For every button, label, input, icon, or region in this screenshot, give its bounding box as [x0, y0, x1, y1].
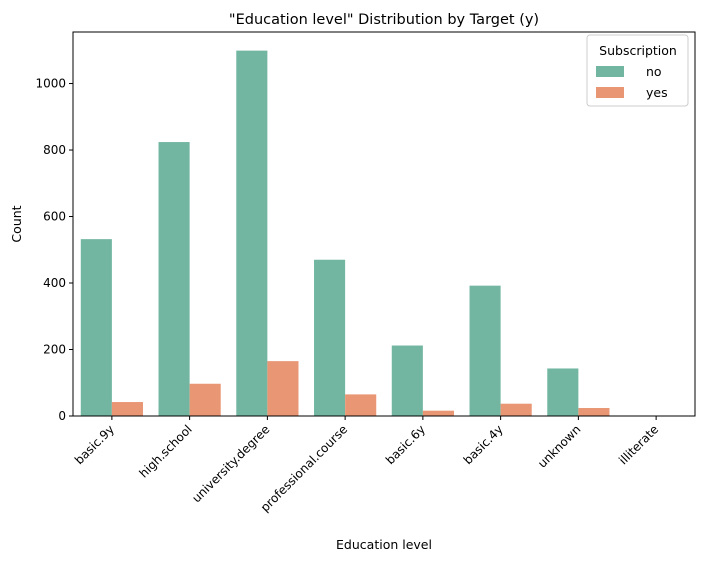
bar-yes-unknown — [578, 408, 610, 416]
bar-yes-basic-9y — [111, 402, 143, 416]
y-ticks: 0 200 400 600 800 1000 — [35, 77, 73, 423]
legend-items: no yes — [596, 64, 668, 100]
y-tick-label: 800 — [43, 143, 66, 157]
bar-yes-high-school — [189, 383, 221, 416]
bar-no-basic-9y — [80, 239, 112, 416]
bars — [80, 50, 657, 417]
legend-label-yes: yes — [646, 85, 668, 100]
bar-yes-basic-4y — [500, 403, 532, 416]
bar-no-basic-4y — [469, 285, 501, 416]
y-tick-label: 200 — [43, 343, 66, 357]
y-tick-label: 0 — [58, 409, 66, 423]
y-axis-label: Count — [9, 205, 24, 242]
x-tick-label: illiterate — [616, 422, 661, 467]
legend-swatch-no — [596, 66, 624, 77]
bar-yes-basic-6y — [422, 410, 454, 416]
x-ticks: basic.9y high.schooluniversity.degreeprof… — [72, 416, 661, 515]
bar-yes-university-degree — [267, 361, 299, 416]
y-tick-label: 400 — [43, 276, 66, 290]
y-tick-label: 600 — [43, 210, 66, 224]
axes — [72, 31, 696, 417]
x-tick-label: high.school — [136, 422, 194, 480]
bar-no-unknown — [547, 368, 579, 416]
y-tick-label: 1000 — [35, 77, 66, 91]
legend-title: Subscription — [599, 43, 677, 58]
x-tick-label: basic.4y — [461, 422, 506, 467]
legend-swatch-yes — [596, 87, 624, 98]
bar-no-university-degree — [236, 50, 268, 417]
legend: Subscription no yes — [586, 34, 689, 107]
x-axis-label: Education level — [336, 537, 432, 552]
legend-label-no: no — [646, 64, 662, 79]
bar-no-basic-6y — [391, 345, 423, 416]
x-tick-label: university.degree — [189, 422, 272, 505]
chart-title: "Education level" Distribution by Target… — [229, 12, 539, 28]
bar-no-professional-course — [314, 259, 346, 416]
x-tick-label: unknown — [535, 422, 583, 470]
x-tick-label: professional.course — [258, 422, 350, 514]
x-tick-label: basic.9y — [72, 422, 117, 467]
bar-yes-professional-course — [345, 394, 377, 416]
x-tick-label: basic.6y — [383, 422, 428, 467]
plot-frame — [72, 31, 696, 417]
bar-no-high-school — [158, 142, 190, 417]
